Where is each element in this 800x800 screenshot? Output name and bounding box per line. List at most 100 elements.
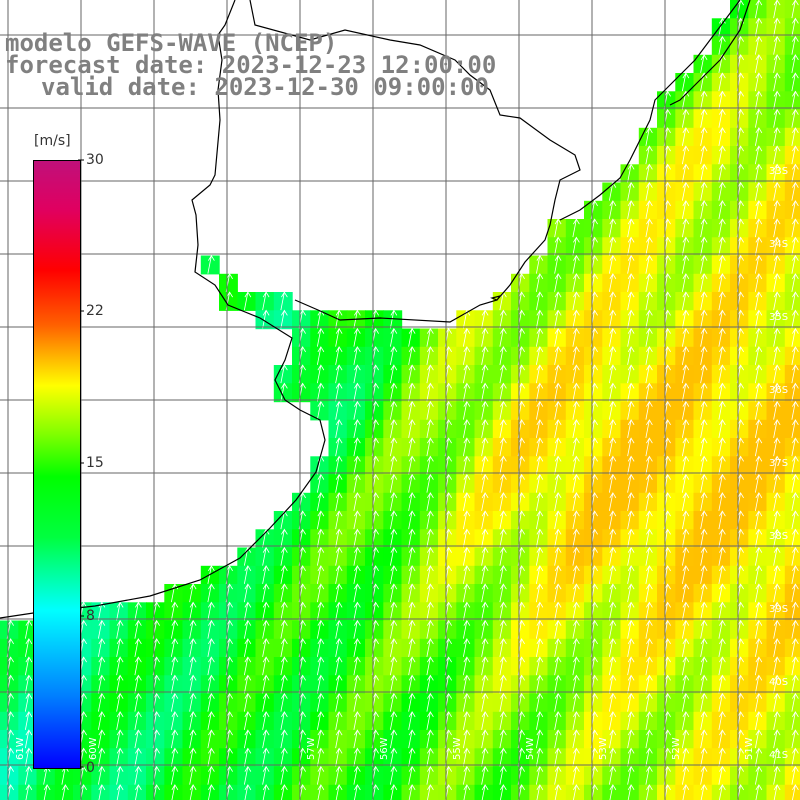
wind-arrow (462, 492, 471, 511)
sea-cell (620, 748, 640, 768)
sea-cell (693, 127, 713, 147)
sea-cell (164, 748, 184, 768)
sea-cell (383, 474, 403, 494)
sea-cell (0, 730, 19, 749)
wind-arrow (116, 601, 124, 621)
sea-cell (529, 310, 549, 330)
sea-cell (584, 602, 603, 622)
sea-cell (711, 602, 731, 622)
sea-cell (255, 748, 275, 768)
sea-cell (182, 766, 202, 786)
wind-arrow (408, 692, 416, 712)
sea-cell (438, 529, 457, 549)
sea-cell (711, 346, 731, 366)
sea-cell (456, 365, 476, 384)
wind-arrow (627, 656, 635, 676)
wind-arrow (627, 455, 635, 475)
sea-cell (730, 565, 749, 585)
sea-cell (328, 675, 348, 695)
sea-cell (492, 693, 512, 713)
sea-cell (565, 584, 585, 603)
sea-cell (401, 547, 421, 567)
wind-arrow (499, 473, 507, 493)
wind-arrow (791, 656, 799, 676)
sea-cell (292, 584, 311, 603)
sea-cell (511, 401, 530, 421)
sea-cell (146, 657, 165, 676)
sea-cell (164, 711, 184, 731)
sea-cell (638, 657, 658, 676)
sea-cell (547, 730, 567, 749)
sea-cell (273, 657, 293, 676)
wind-arrow (554, 601, 562, 621)
sea-cell (547, 474, 567, 494)
sea-cell (328, 365, 348, 384)
wind-arrow (499, 692, 507, 712)
wind-arrow (681, 218, 690, 238)
sea-cell (657, 620, 676, 640)
sea-cell (748, 711, 768, 731)
sea-cell (711, 492, 731, 512)
wind-arrow (535, 437, 544, 457)
sea-cell (219, 584, 238, 603)
sea-cell (730, 620, 749, 640)
sea-cell (620, 529, 640, 549)
sea-cell (109, 602, 129, 622)
sea-cell (657, 711, 676, 731)
sea-cell (675, 511, 695, 530)
wind-arrow (773, 72, 781, 92)
sea-cell (511, 474, 530, 494)
wind-arrow (426, 327, 434, 347)
sea-cell (638, 164, 658, 184)
wind-arrow (262, 601, 270, 621)
sea-cell (675, 182, 695, 202)
sea-cell (0, 711, 19, 731)
sea-cell (456, 529, 476, 549)
wind-arrow (718, 72, 726, 92)
sea-cell (328, 565, 348, 585)
sea-cell (693, 419, 713, 439)
wind-arrow (791, 291, 799, 311)
sea-cell (766, 565, 786, 585)
wind-arrow (681, 163, 690, 183)
sea-cell (565, 219, 585, 238)
sea-cell (620, 547, 640, 567)
wind-arrow (116, 711, 124, 730)
wind-arrow (499, 638, 507, 657)
wind-arrow (627, 181, 635, 201)
sea-cell (0, 638, 19, 658)
wind-arrow (627, 236, 635, 256)
sea-cell (711, 584, 731, 603)
sea-cell (492, 620, 512, 640)
wind-arrow (754, 309, 763, 329)
sea-cell (711, 310, 731, 330)
wind-arrow (791, 218, 799, 238)
wind-arrow (243, 583, 252, 603)
sea-cell (474, 602, 494, 622)
wind-arrow (481, 656, 489, 676)
sea-cell (748, 675, 768, 695)
sea-cell (255, 310, 275, 330)
sea-cell (474, 693, 494, 713)
sea-cell (711, 730, 731, 749)
wind-arrow (718, 254, 726, 274)
wind-arrow (627, 546, 635, 566)
wind-arrow (645, 218, 653, 238)
wind-arrow (499, 528, 507, 548)
sea-cell (529, 693, 549, 713)
wind-arrow (535, 656, 544, 676)
sea-cell (730, 36, 749, 56)
sea-cell (255, 620, 275, 640)
wind-arrow (170, 692, 179, 712)
sea-cell (219, 273, 238, 293)
wind-arrow (718, 273, 726, 292)
sea-cell (200, 620, 220, 640)
sea-cell (438, 383, 457, 403)
wind-arrow (97, 619, 106, 639)
sea-cell (127, 657, 147, 676)
wind-arrow (408, 765, 416, 785)
wind-arrow (681, 492, 690, 511)
wind-arrow (353, 473, 361, 493)
sea-cell (638, 675, 658, 695)
wind-arrow (773, 346, 781, 365)
